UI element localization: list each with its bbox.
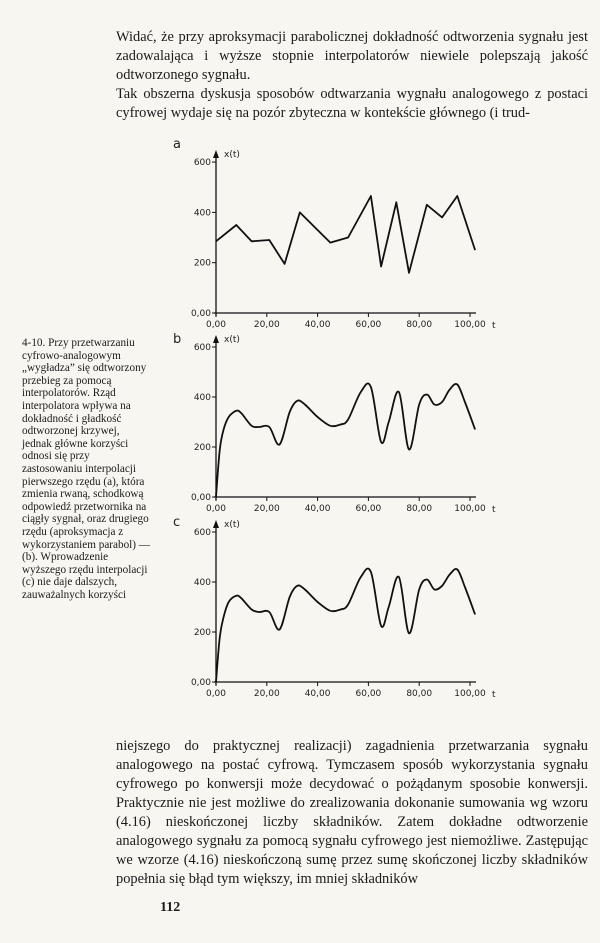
y-axis-label: x(t) (224, 150, 240, 160)
y-tick-label: 400 (194, 393, 211, 403)
paragraph-3: niejszego do praktycznej realizacji) zag… (116, 738, 588, 887)
y-axis-label: x(t) (224, 520, 240, 530)
y-tick-label: 200 (194, 443, 211, 453)
panel-letter: b (173, 332, 181, 347)
y-tick-label: 400 (194, 578, 211, 588)
x-tick-label: 0,00 (206, 504, 226, 514)
panel-letter: c (173, 515, 180, 530)
y-tick-label: 0,00 (191, 493, 211, 503)
x-tick-label: 40,00 (305, 689, 331, 699)
y-tick-label: 0,00 (191, 678, 211, 688)
x-tick-label: 60,00 (356, 504, 382, 514)
x-tick-label: 80,00 (406, 320, 432, 330)
x-tick-label: 0,00 (206, 320, 226, 330)
chart-panel-b: b x(t) t 0,00 200 400 600 0,00 20,00 40,00 60,00 80… (173, 332, 496, 515)
x-tick-label: 100,00 (454, 689, 486, 699)
y-axis-arrow (213, 335, 219, 343)
chart-panel-a: a x(t) t 0,00 200 400 600 0,00 20,00 40,00 60,00 80… (173, 137, 496, 331)
x-axis-label: t (492, 690, 496, 700)
x-tick-label: 60,00 (356, 320, 382, 330)
figure-4-10: a x(t) t 0,00 200 400 600 0,00 20,00 40,00 60,00 80… (173, 137, 496, 700)
x-tick-label: 80,00 (406, 689, 432, 699)
panel-letter: a (173, 137, 181, 152)
y-tick-label: 400 (194, 208, 211, 218)
x-tick-label: 40,00 (305, 320, 331, 330)
x-axis-label: t (492, 321, 496, 331)
x-tick-label: 60,00 (356, 689, 382, 699)
bottom-text: niejszego do praktycznej realizacji) zag… (116, 737, 588, 889)
paragraph-2: Tak obszerna dyskusja sposobów odtwarzan… (116, 86, 588, 121)
x-tick-label: 40,00 (305, 504, 331, 514)
y-tick-label: 600 (194, 158, 211, 168)
y-axis-arrow (213, 150, 219, 158)
chart-panel-c: c x(t) t 0,00 200 400 600 0,00 20,00 40,00 60,00 80… (173, 515, 496, 700)
x-tick-label: 100,00 (454, 504, 486, 514)
figure-caption: 4-10. Przy przetwarzaniu cyfrowo-analogo… (22, 337, 150, 601)
x-tick-label: 20,00 (254, 504, 280, 514)
y-tick-label: 200 (194, 259, 211, 269)
x-tick-label: 100,00 (454, 320, 486, 330)
y-axis-arrow (213, 520, 219, 528)
top-text: Widać, że przy aproksymacji paraboliczne… (116, 28, 588, 123)
page-number: 112 (160, 900, 181, 915)
y-tick-label: 200 (194, 628, 211, 638)
paragraph-1: Widać, że przy aproksymacji paraboliczne… (116, 29, 588, 83)
y-tick-label: 600 (194, 528, 211, 538)
x-tick-label: 20,00 (254, 320, 280, 330)
y-tick-label: 600 (194, 343, 211, 353)
x-tick-label: 20,00 (254, 689, 280, 699)
signal-line (215, 382, 476, 498)
x-tick-label: 80,00 (406, 504, 432, 514)
y-tick-label: 0,00 (191, 309, 211, 319)
x-axis-label: t (492, 505, 496, 515)
signal-line (215, 567, 476, 683)
y-axis-label: x(t) (224, 335, 240, 345)
signal-line (215, 195, 476, 274)
x-tick-label: 0,00 (206, 689, 226, 699)
